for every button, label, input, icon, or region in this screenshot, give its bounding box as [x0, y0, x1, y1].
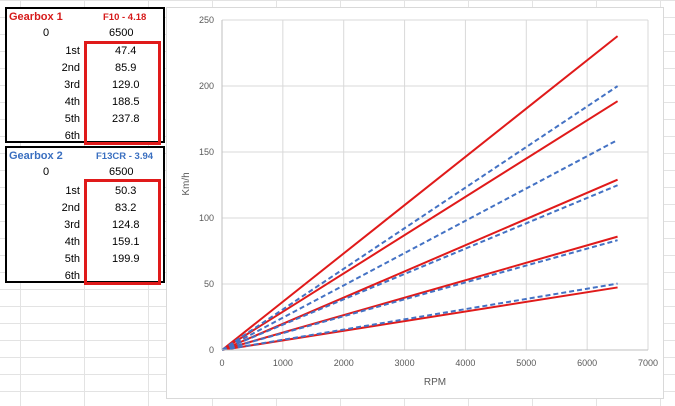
gear-speed[interactable]: 188.5 [112, 96, 140, 108]
rpm-start-cell[interactable]: 0 [43, 27, 50, 39]
rpm-end-cell[interactable]: 6500 [109, 166, 134, 178]
gear-speed[interactable]: 85.9 [115, 62, 137, 74]
table-row: 1st 50.3 [7, 183, 163, 200]
rpm-start-cell[interactable]: 0 [43, 166, 50, 178]
gear-speed[interactable]: 199.9 [112, 253, 140, 265]
gear-label[interactable]: 3rd [64, 219, 80, 231]
table-header-row: Gearbox 1 F10 - 4.18 [7, 9, 163, 26]
series-line-gearbox-1 [221, 35, 619, 351]
table-subtitle: F13CR - 3.94 [96, 151, 154, 162]
highlight-box [84, 179, 161, 285]
table-row: 5th 237.8 [7, 111, 163, 128]
gear-speed[interactable]: 159.1 [112, 236, 140, 248]
y-tick-label: 150 [199, 147, 214, 157]
table-row: 2nd 85.9 [7, 60, 163, 77]
y-tick-label: 250 [199, 15, 214, 25]
chart-area[interactable]: 0 50 100 150 200 250 0 1000 2000 3000 4000 5000 6000… [166, 7, 664, 399]
gear-label[interactable]: 1st [65, 45, 80, 57]
highlight-box [84, 41, 161, 145]
x-tick-label: 7000 [638, 358, 658, 368]
table-row: 6th [7, 268, 163, 285]
series-lines [221, 35, 619, 351]
gear-speed[interactable]: 50.3 [115, 185, 137, 197]
gear-speed[interactable]: 83.2 [115, 202, 137, 214]
table-row: 1st 47.4 [7, 43, 163, 60]
table-row: 4th 159.1 [7, 234, 163, 251]
axes: 0 50 100 150 200 250 0 1000 2000 3000 4000 5000 6000… [199, 15, 658, 368]
series-line-gearbox-2 [221, 239, 618, 351]
gear-label[interactable]: 6th [64, 130, 80, 142]
gridlines [221, 19, 649, 351]
x-tick-label: 0 [219, 358, 224, 368]
table-row: 4th 188.5 [7, 94, 163, 111]
table-row: 5th 199.9 [7, 251, 163, 268]
series-line-gearbox-2 [221, 139, 619, 351]
x-axis-label: RPM [424, 377, 446, 388]
x-tick-label: 5000 [516, 358, 536, 368]
table-title: Gearbox 2 [9, 150, 63, 162]
rpm-end-cell[interactable]: 6500 [109, 27, 134, 39]
gear-label[interactable]: 2nd [61, 62, 80, 74]
speed-vs-rpm-chart: 0 50 100 150 200 250 0 1000 2000 3000 4000 5000 6000… [181, 15, 658, 388]
gear-label[interactable]: 6th [64, 270, 80, 282]
x-tick-label: 4000 [455, 358, 475, 368]
series-line-gearbox-1 [221, 100, 619, 351]
table-title: Gearbox 1 [9, 11, 63, 23]
series-line-gearbox-2 [221, 282, 618, 351]
gearbox-1-table: Gearbox 1 F10 - 4.18 0 6500 1st 47.4 2nd… [5, 7, 165, 145]
rpm-row: 0 6500 [7, 164, 163, 181]
y-tick-label: 50 [204, 279, 214, 289]
gear-speed[interactable]: 124.8 [112, 219, 140, 231]
x-tick-label: 2000 [334, 358, 354, 368]
rpm-row: 0 6500 [7, 25, 163, 42]
series-line-gearbox-1 [221, 178, 618, 351]
table-header-row: Gearbox 2 F13CR - 3.94 [7, 148, 163, 165]
series-line-gearbox-2 [221, 184, 618, 351]
table-row: 2nd 83.2 [7, 200, 163, 217]
series-line-gearbox-2 [221, 85, 619, 351]
table-row: 3rd 129.0 [7, 77, 163, 94]
y-tick-label: 200 [199, 81, 214, 91]
gearbox-2-table: Gearbox 2 F13CR - 3.94 0 6500 1st 50.3 2… [5, 146, 165, 285]
table-row: 6th [7, 128, 163, 145]
y-tick-label: 0 [209, 345, 214, 355]
x-tick-label: 3000 [395, 358, 415, 368]
gear-label[interactable]: 3rd [64, 79, 80, 91]
gear-label[interactable]: 4th [64, 236, 80, 248]
gear-label[interactable]: 4th [64, 96, 80, 108]
gear-speed[interactable]: 237.8 [112, 113, 140, 125]
gear-label[interactable]: 1st [65, 185, 80, 197]
gear-label[interactable]: 5th [64, 113, 80, 125]
y-tick-label: 100 [199, 213, 214, 223]
gear-speed[interactable]: 47.4 [115, 45, 137, 57]
gear-speed[interactable]: 129.0 [112, 79, 140, 91]
y-axis-label: Km/h [181, 172, 192, 195]
table-row: 3rd 124.8 [7, 217, 163, 234]
gear-label[interactable]: 2nd [61, 202, 80, 214]
x-tick-label: 1000 [273, 358, 293, 368]
table-subtitle: F10 - 4.18 [103, 12, 147, 23]
gear-label[interactable]: 5th [64, 253, 80, 265]
x-tick-label: 6000 [577, 358, 597, 368]
